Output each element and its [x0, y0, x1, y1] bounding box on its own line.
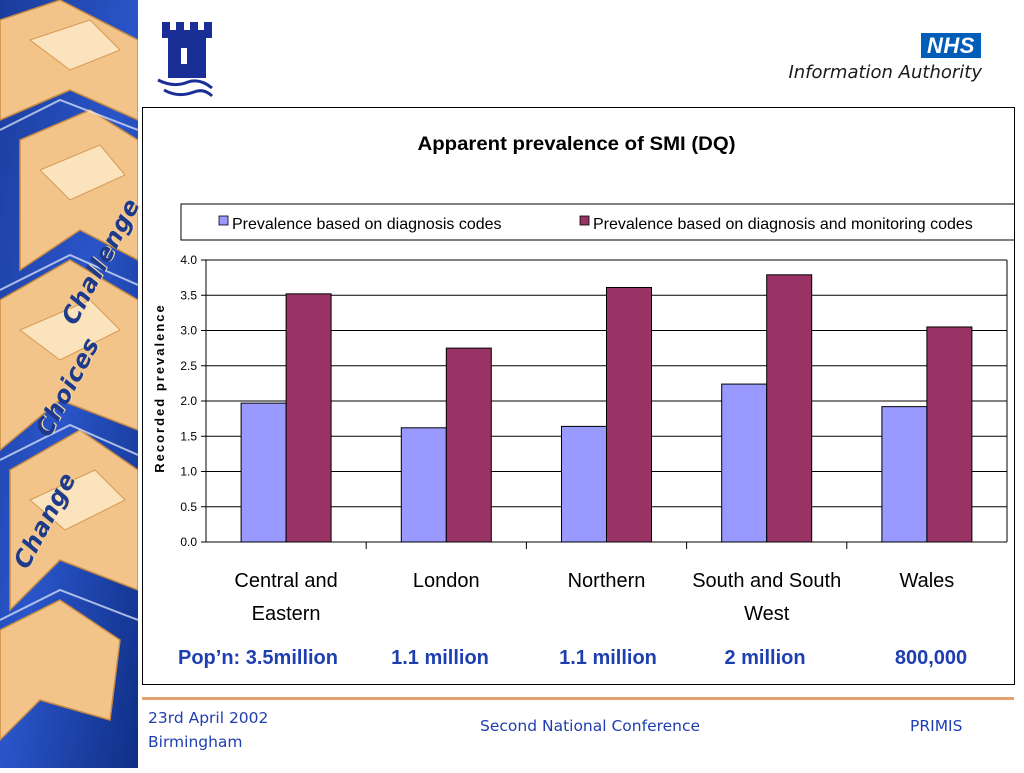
x-category-label: Northern	[568, 570, 646, 592]
x-category-label: West	[744, 603, 790, 625]
bar-series2-5	[926, 326, 973, 543]
population-label-1: Pop’n: 3.5million	[178, 647, 338, 669]
y-tick-label: 3.5	[180, 288, 197, 302]
bar-series2-1	[285, 293, 332, 543]
legend-label-2: Prevalence based on diagnosis and monito…	[593, 216, 973, 233]
x-category-label: Central and	[234, 570, 337, 592]
bar-series1-1	[240, 402, 287, 543]
x-category-label: Eastern	[252, 603, 321, 625]
bar-series2-2	[445, 347, 492, 543]
footer-divider	[142, 697, 1014, 700]
y-tick-label: 0.0	[180, 535, 197, 549]
bar-series2-4	[766, 274, 813, 543]
y-tick-label: 0.5	[180, 500, 197, 514]
legend-swatch-2	[579, 215, 590, 226]
footer-conference: Second National Conference	[480, 717, 701, 735]
footer-date: 23rd April 2002	[148, 709, 269, 727]
y-tick-label: 2.0	[180, 394, 197, 408]
population-label-2: 1.1 million	[391, 647, 489, 669]
nhs-logo-badge: NHS	[921, 33, 981, 58]
footer-city: Birmingham	[148, 733, 243, 751]
maze-sidebar: Challenge Choices Change	[0, 0, 146, 768]
population-label-3: 1.1 million	[559, 647, 657, 669]
organisation-name: Information Authority	[788, 62, 982, 83]
x-category-label: South and South	[692, 570, 841, 592]
bar-series1-4	[721, 383, 768, 543]
x-category-label: London	[413, 570, 480, 592]
legend-label-1: Prevalence based on diagnosis codes	[232, 216, 502, 233]
legend-box	[180, 203, 1014, 241]
bar-series1-5	[881, 406, 928, 543]
y-tick-label: 4.0	[180, 253, 197, 267]
maze-background	[0, 0, 139, 768]
bar-series1-2	[400, 427, 447, 543]
bar-series1-3	[561, 425, 607, 543]
bar-series2-3	[606, 286, 652, 543]
population-label-4: 2 million	[724, 647, 805, 669]
y-tick-label: 3.0	[180, 324, 197, 338]
population-label-5: 800,000	[895, 647, 967, 669]
y-tick-label: 1.5	[180, 429, 197, 443]
y-tick-label: 1.0	[180, 465, 197, 479]
y-axis-label: Recorded prevalence	[152, 303, 167, 473]
chart-title: Apparent prevalence of SMI (DQ)	[418, 134, 736, 155]
y-tick-label: 2.5	[180, 359, 197, 373]
legend-swatch-1	[218, 215, 229, 226]
university-crest-logo	[154, 18, 216, 102]
x-category-label: Wales	[899, 570, 954, 592]
footer-brand: PRIMIS	[910, 717, 963, 735]
prevalence-bar-chart: Apparent prevalence of SMI (DQ) Prevalenc…	[152, 134, 1014, 669]
chart-frame: Apparent prevalence of SMI (DQ) Prevalenc…	[142, 107, 1015, 685]
